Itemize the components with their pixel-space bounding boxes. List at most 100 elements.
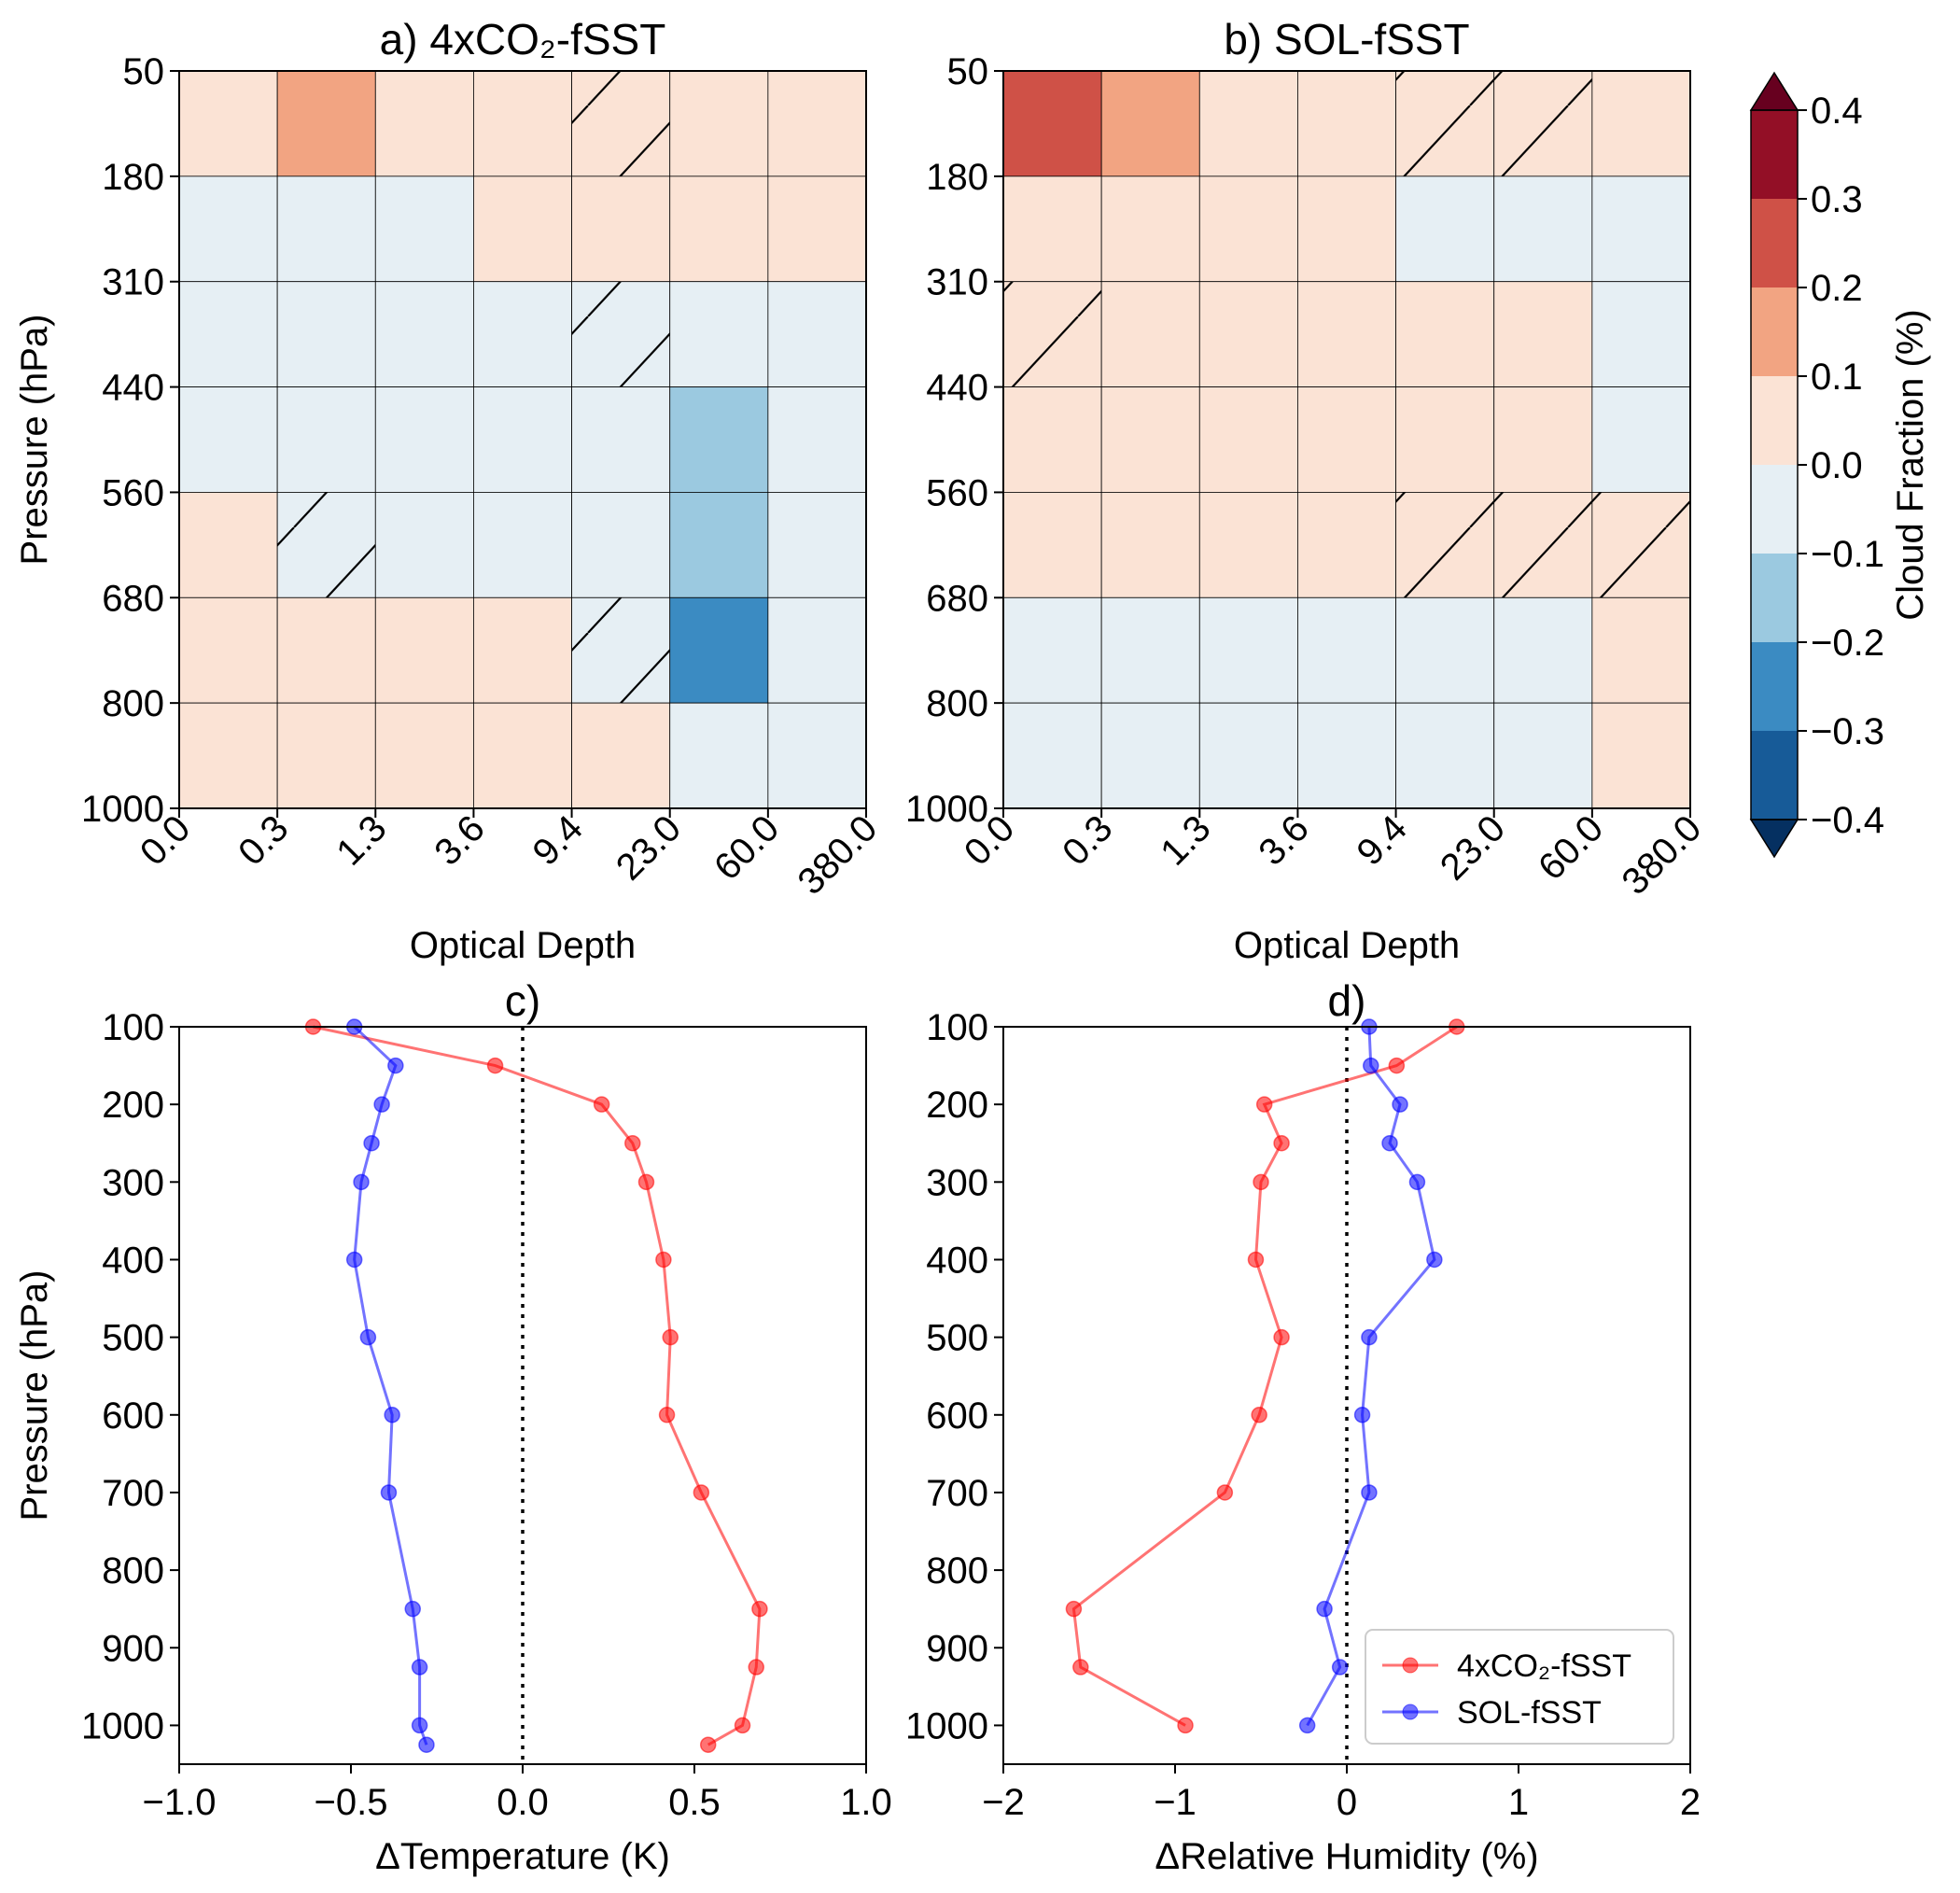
data-point bbox=[1361, 1484, 1378, 1501]
y-tick-label: 440 bbox=[926, 368, 988, 409]
x-tick-label: −2 bbox=[982, 1782, 1025, 1823]
legend-entry-label: 4xCO₂-fSST bbox=[1457, 1648, 1631, 1684]
heatmap-cell bbox=[1297, 386, 1396, 493]
y-tick-label: 180 bbox=[102, 157, 164, 198]
data-point bbox=[637, 1173, 655, 1191]
heatmap-cell bbox=[1395, 702, 1495, 809]
heatmap-cell bbox=[1297, 281, 1396, 387]
y-tick-label: 50 bbox=[123, 51, 165, 92]
heatmap-cell bbox=[374, 702, 474, 809]
colorbar-segment bbox=[1751, 110, 1798, 199]
heatmap-cell bbox=[1002, 492, 1102, 598]
colorbar-extend-max bbox=[1749, 71, 1799, 111]
heatmap-cell bbox=[374, 492, 474, 598]
heatmap-cell bbox=[1198, 175, 1298, 283]
y-tick-label: 500 bbox=[926, 1318, 988, 1359]
y-tick-label: 100 bbox=[926, 1007, 988, 1048]
y-tick-label: 1000 bbox=[81, 789, 164, 830]
series-line bbox=[1071, 1025, 1458, 1727]
heatmap-cell bbox=[1591, 281, 1691, 387]
heatmap-cell bbox=[1100, 492, 1200, 598]
data-point bbox=[693, 1484, 710, 1501]
heatmap-cell bbox=[1395, 386, 1495, 493]
legend-box bbox=[1365, 1629, 1674, 1745]
data-point bbox=[1353, 1407, 1371, 1423]
y-tick-label: 800 bbox=[926, 1550, 988, 1592]
x-tick-label: 1 bbox=[1508, 1782, 1529, 1823]
heatmap-cell bbox=[1100, 596, 1200, 704]
data-point bbox=[1065, 1600, 1083, 1618]
heatmap-cell bbox=[1297, 70, 1396, 177]
x-axis-label: Optical Depth bbox=[1234, 925, 1460, 966]
y-tick-label: 100 bbox=[102, 1007, 164, 1048]
colorbar-segment bbox=[1751, 287, 1798, 376]
legend-entry-label: SOL-fSST bbox=[1457, 1695, 1602, 1731]
colorbar-segment bbox=[1751, 376, 1798, 465]
heatmap-cell bbox=[276, 596, 376, 704]
heatmap-cell bbox=[473, 281, 572, 387]
data-point bbox=[1247, 1251, 1265, 1269]
heatmap-cell bbox=[767, 596, 867, 704]
y-tick-label: 400 bbox=[102, 1240, 164, 1281]
y-tick-label: 1000 bbox=[905, 1705, 988, 1746]
panel-d-line-chart: 100 200 300 400 500 600 700 800 900 1000 −2 −1 0 1 2 d)… bbox=[905, 976, 1701, 1877]
heatmap-cell bbox=[669, 281, 769, 387]
heatmap-cell bbox=[1591, 386, 1691, 493]
x-tick-label: 3.6 bbox=[1251, 807, 1316, 873]
data-point bbox=[1177, 1717, 1194, 1734]
heatmap-cell bbox=[1100, 386, 1200, 493]
heatmap-cell bbox=[669, 386, 769, 493]
hatched-cell bbox=[571, 281, 670, 387]
x-tick-label: 60.0 bbox=[1531, 807, 1611, 888]
heatmap-cell bbox=[374, 386, 474, 493]
heatmap-cell bbox=[178, 596, 278, 704]
x-tick-label: −1 bbox=[1154, 1782, 1197, 1823]
panel-c-line-chart: 100 200 300 400 500 600 700 800 900 1000 −1.0 −0.5 0… bbox=[14, 976, 892, 1877]
colorbar-segment bbox=[1751, 731, 1798, 820]
data-point bbox=[380, 1484, 398, 1501]
colorbar: 0.4 0.3 0.2 0.1 0.0 −0.1 −0.2 −0.3 −0.4 Cloud Fra… bbox=[1749, 71, 1931, 859]
colorbar-tick-label: 0.3 bbox=[1811, 179, 1863, 220]
heatmap-cell bbox=[276, 386, 376, 493]
heatmap-cell bbox=[178, 492, 278, 598]
hatched-cell bbox=[1493, 71, 1592, 176]
y-tick-label: 200 bbox=[102, 1085, 164, 1126]
y-tick-label: 600 bbox=[102, 1395, 164, 1437]
x-tick-label: −1.0 bbox=[143, 1782, 217, 1823]
heatmap-cell bbox=[374, 175, 474, 283]
heatmap-cell bbox=[1493, 175, 1593, 283]
heatmap-cell bbox=[1100, 281, 1200, 387]
heatmap-cell bbox=[178, 175, 278, 283]
data-point bbox=[1388, 1057, 1406, 1074]
data-point bbox=[486, 1057, 504, 1074]
data-point bbox=[1255, 1096, 1273, 1113]
x-tick-label: 9.4 bbox=[1350, 807, 1415, 873]
y-tick-label: 1000 bbox=[81, 1705, 164, 1746]
heatmap-cell bbox=[1591, 175, 1691, 283]
data-point bbox=[655, 1251, 672, 1269]
heatmap-cell bbox=[1493, 596, 1593, 704]
hatched-cell bbox=[1395, 71, 1494, 176]
y-tick-label: 600 bbox=[926, 1395, 988, 1437]
heatmap-cell bbox=[178, 281, 278, 387]
heatmap-cell bbox=[1198, 70, 1298, 177]
y-tick-label: 500 bbox=[102, 1318, 164, 1359]
heatmap-cell bbox=[1493, 281, 1593, 387]
colorbar-tick-label: 0.2 bbox=[1811, 268, 1863, 309]
hatched-cell bbox=[1493, 492, 1592, 598]
heatmap-cell bbox=[1198, 281, 1298, 387]
x-tick-label: 0.3 bbox=[1055, 807, 1120, 873]
heatmap-cell bbox=[1297, 492, 1396, 598]
x-axis-label: ΔTemperature (K) bbox=[375, 1836, 670, 1877]
heatmap-cell bbox=[1100, 175, 1200, 283]
heatmap-cell bbox=[473, 386, 572, 493]
heatmap-cell bbox=[571, 175, 671, 283]
data-point bbox=[699, 1736, 717, 1753]
heatmap-cell bbox=[374, 596, 474, 704]
heatmap-cell bbox=[473, 70, 572, 177]
colorbar-segment bbox=[1751, 465, 1798, 554]
heatmap-cell bbox=[669, 175, 769, 283]
data-point bbox=[658, 1407, 676, 1423]
